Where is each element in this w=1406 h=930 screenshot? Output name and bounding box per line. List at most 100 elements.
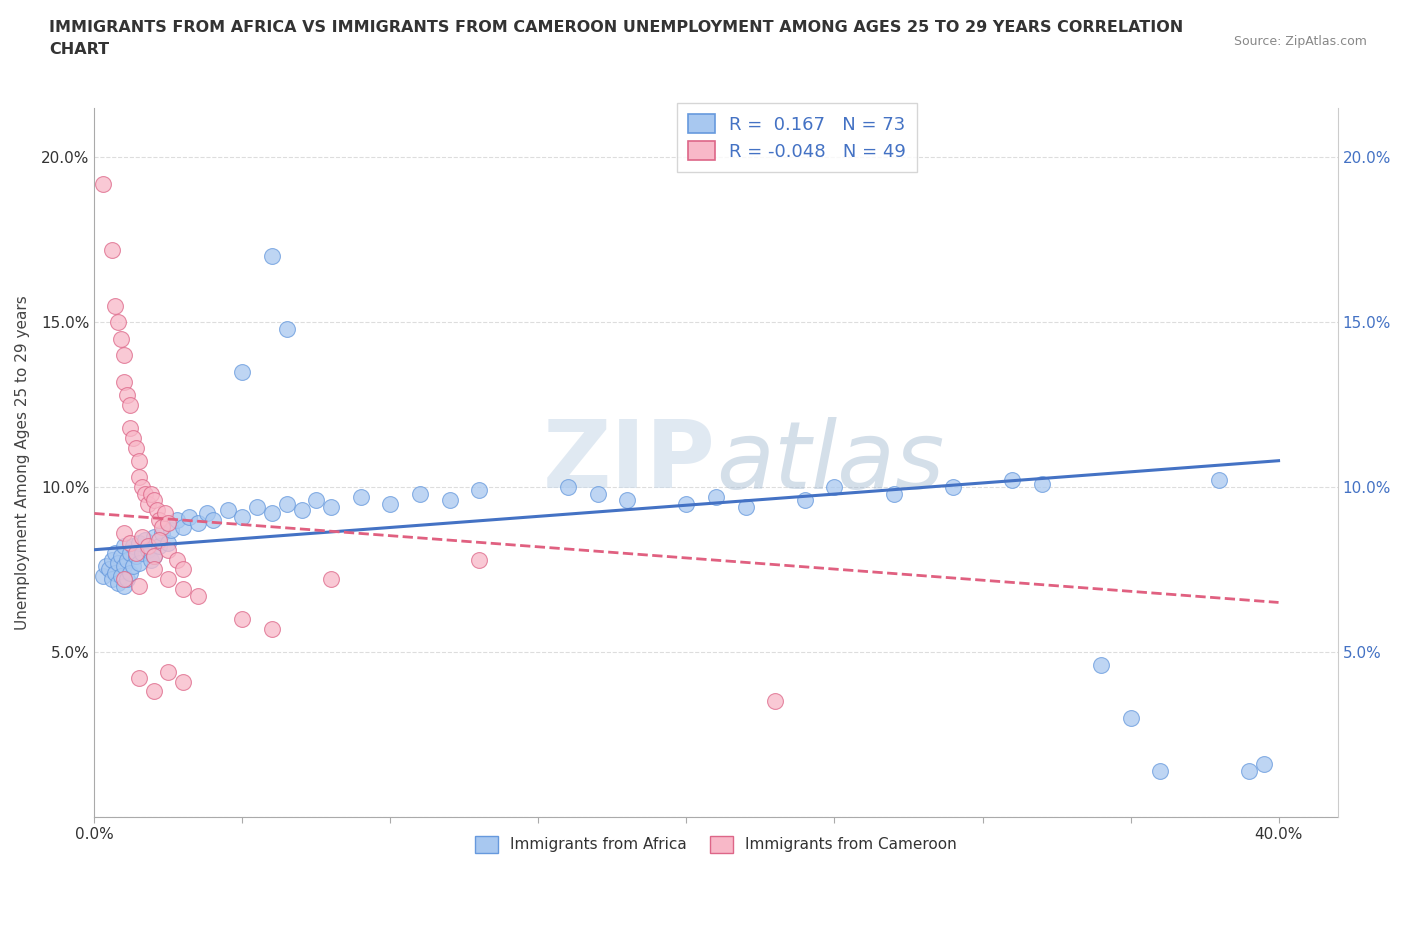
- Point: [1253, 756, 1275, 771]
- Point: [104, 546, 127, 561]
- Point: [148, 539, 170, 554]
- Point: [136, 539, 159, 554]
- Point: [350, 489, 373, 504]
- Point: [107, 555, 129, 570]
- Point: [1208, 473, 1230, 488]
- Text: CHART: CHART: [49, 42, 110, 57]
- Point: [166, 512, 188, 527]
- Point: [231, 365, 253, 379]
- Point: [110, 568, 132, 583]
- Point: [290, 503, 312, 518]
- Point: [101, 572, 124, 587]
- Point: [616, 493, 638, 508]
- Point: [142, 549, 165, 564]
- Point: [793, 493, 815, 508]
- Point: [118, 565, 141, 580]
- Text: Source: ZipAtlas.com: Source: ZipAtlas.com: [1233, 35, 1367, 48]
- Point: [704, 489, 727, 504]
- Point: [128, 671, 150, 685]
- Point: [110, 331, 132, 346]
- Point: [160, 523, 183, 538]
- Point: [157, 664, 180, 679]
- Point: [112, 559, 135, 574]
- Point: [142, 549, 165, 564]
- Point: [125, 440, 148, 455]
- Point: [824, 480, 846, 495]
- Point: [439, 493, 461, 508]
- Point: [128, 536, 150, 551]
- Point: [110, 549, 132, 564]
- Point: [134, 532, 156, 547]
- Point: [104, 299, 127, 313]
- Point: [112, 348, 135, 363]
- Point: [148, 532, 170, 547]
- Point: [118, 420, 141, 435]
- Point: [201, 512, 224, 527]
- Point: [112, 525, 135, 540]
- Point: [321, 572, 343, 587]
- Point: [276, 322, 298, 337]
- Point: [172, 519, 194, 534]
- Point: [675, 496, 697, 511]
- Point: [91, 177, 114, 192]
- Point: [231, 612, 253, 627]
- Point: [1001, 473, 1024, 488]
- Point: [166, 552, 188, 567]
- Point: [1237, 764, 1260, 778]
- Point: [128, 453, 150, 468]
- Point: [1149, 764, 1171, 778]
- Point: [187, 516, 209, 531]
- Point: [152, 525, 174, 540]
- Point: [118, 546, 141, 561]
- Point: [121, 559, 143, 574]
- Point: [763, 694, 786, 709]
- Point: [155, 506, 177, 521]
- Point: [125, 549, 148, 564]
- Point: [96, 559, 118, 574]
- Point: [172, 674, 194, 689]
- Point: [276, 496, 298, 511]
- Point: [1090, 658, 1112, 672]
- Point: [142, 684, 165, 698]
- Point: [136, 496, 159, 511]
- Point: [734, 499, 756, 514]
- Point: [468, 552, 491, 567]
- Point: [468, 483, 491, 498]
- Point: [187, 589, 209, 604]
- Point: [115, 572, 138, 587]
- Point: [128, 578, 150, 593]
- Point: [145, 503, 167, 518]
- Point: [157, 572, 180, 587]
- Point: [321, 499, 343, 514]
- Point: [142, 493, 165, 508]
- Point: [112, 374, 135, 389]
- Point: [172, 562, 194, 577]
- Point: [1031, 476, 1053, 491]
- Point: [139, 486, 162, 501]
- Point: [115, 387, 138, 402]
- Point: [112, 539, 135, 554]
- Point: [136, 542, 159, 557]
- Point: [217, 503, 239, 518]
- Point: [142, 562, 165, 577]
- Point: [157, 516, 180, 531]
- Point: [148, 512, 170, 527]
- Y-axis label: Unemployment Among Ages 25 to 29 years: Unemployment Among Ages 25 to 29 years: [15, 295, 30, 630]
- Legend: Immigrants from Africa, Immigrants from Cameroon: Immigrants from Africa, Immigrants from …: [470, 830, 963, 858]
- Point: [260, 506, 283, 521]
- Point: [142, 529, 165, 544]
- Point: [157, 536, 180, 551]
- Point: [134, 486, 156, 501]
- Point: [152, 519, 174, 534]
- Point: [305, 493, 328, 508]
- Point: [131, 546, 153, 561]
- Point: [128, 470, 150, 485]
- Point: [157, 542, 180, 557]
- Point: [125, 546, 148, 561]
- Text: atlas: atlas: [716, 417, 945, 508]
- Point: [112, 578, 135, 593]
- Point: [131, 480, 153, 495]
- Point: [942, 480, 965, 495]
- Point: [172, 582, 194, 597]
- Text: ZIP: ZIP: [543, 417, 716, 509]
